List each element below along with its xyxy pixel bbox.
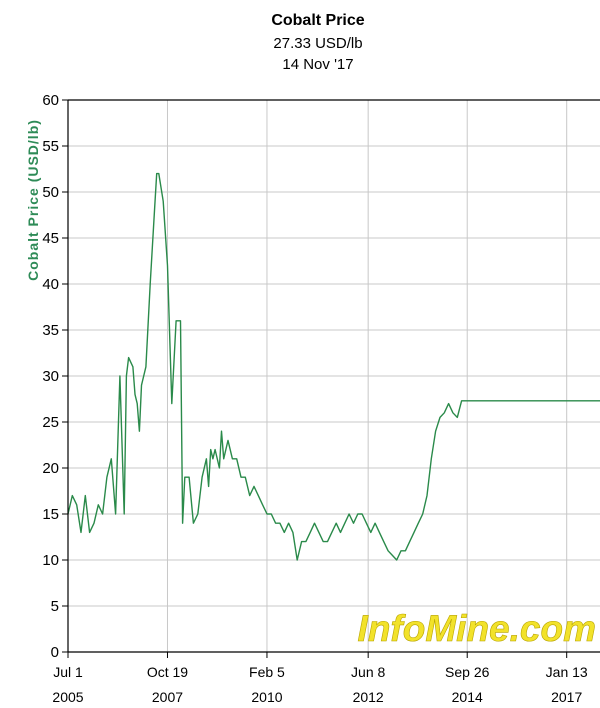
- y-tick-label: 40: [42, 276, 59, 293]
- x-tick-label: Sep 26: [445, 664, 490, 680]
- x-tick-label: Oct 19: [147, 664, 188, 680]
- x-tick-year-label: 2005: [52, 689, 83, 705]
- x-tick-year-label: 2010: [251, 689, 282, 705]
- y-tick-label: 15: [42, 506, 59, 523]
- y-tick-label: 35: [42, 322, 59, 339]
- x-tick-year-label: 2017: [551, 689, 582, 705]
- y-tick-label: 10: [42, 552, 59, 569]
- x-tick-year-label: 2007: [152, 689, 183, 705]
- infomine-watermark: InfoMine.com: [358, 608, 596, 649]
- x-tick-label: Jun 8: [351, 664, 385, 680]
- y-tick-label: 60: [42, 92, 59, 109]
- y-axis-ticks: 0 5 10 15 20 25 30 35 40 45 50 55 60: [42, 92, 68, 661]
- y-tick-label: 50: [42, 184, 59, 201]
- watermark-layer: InfoMine.com: [357, 608, 596, 650]
- x-tick-label: Jul 1: [53, 664, 83, 680]
- y-tick-label: 20: [42, 460, 59, 477]
- chart-subtitle-date: 14 Nov '17: [282, 56, 353, 73]
- grid-lines: [68, 100, 600, 652]
- x-tick-year-label: 2012: [353, 689, 384, 705]
- cobalt-price-line: [67, 172, 600, 561]
- y-tick-label: 0: [51, 644, 59, 661]
- x-tick-label: Feb 5: [249, 664, 285, 680]
- series-layer: [67, 172, 600, 561]
- chart-title: Cobalt Price: [271, 12, 364, 29]
- y-tick-label: 5: [51, 598, 59, 615]
- x-axis-ticks: Jul 1 2005 Oct 19 2007 Feb 5 2010 Jun 8 2012 Sep…: [52, 652, 588, 705]
- chart-subtitle-price: 27.33 USD/lb: [273, 35, 362, 52]
- x-tick-label: Jan 13: [546, 664, 588, 680]
- y-tick-label: 45: [42, 230, 59, 247]
- y-axis-label: Cobalt Price (USD/lb): [25, 119, 41, 281]
- y-tick-label: 25: [42, 414, 59, 431]
- x-tick-year-label: 2014: [452, 689, 483, 705]
- y-tick-label: 30: [42, 368, 59, 385]
- y-tick-label: 55: [42, 138, 59, 155]
